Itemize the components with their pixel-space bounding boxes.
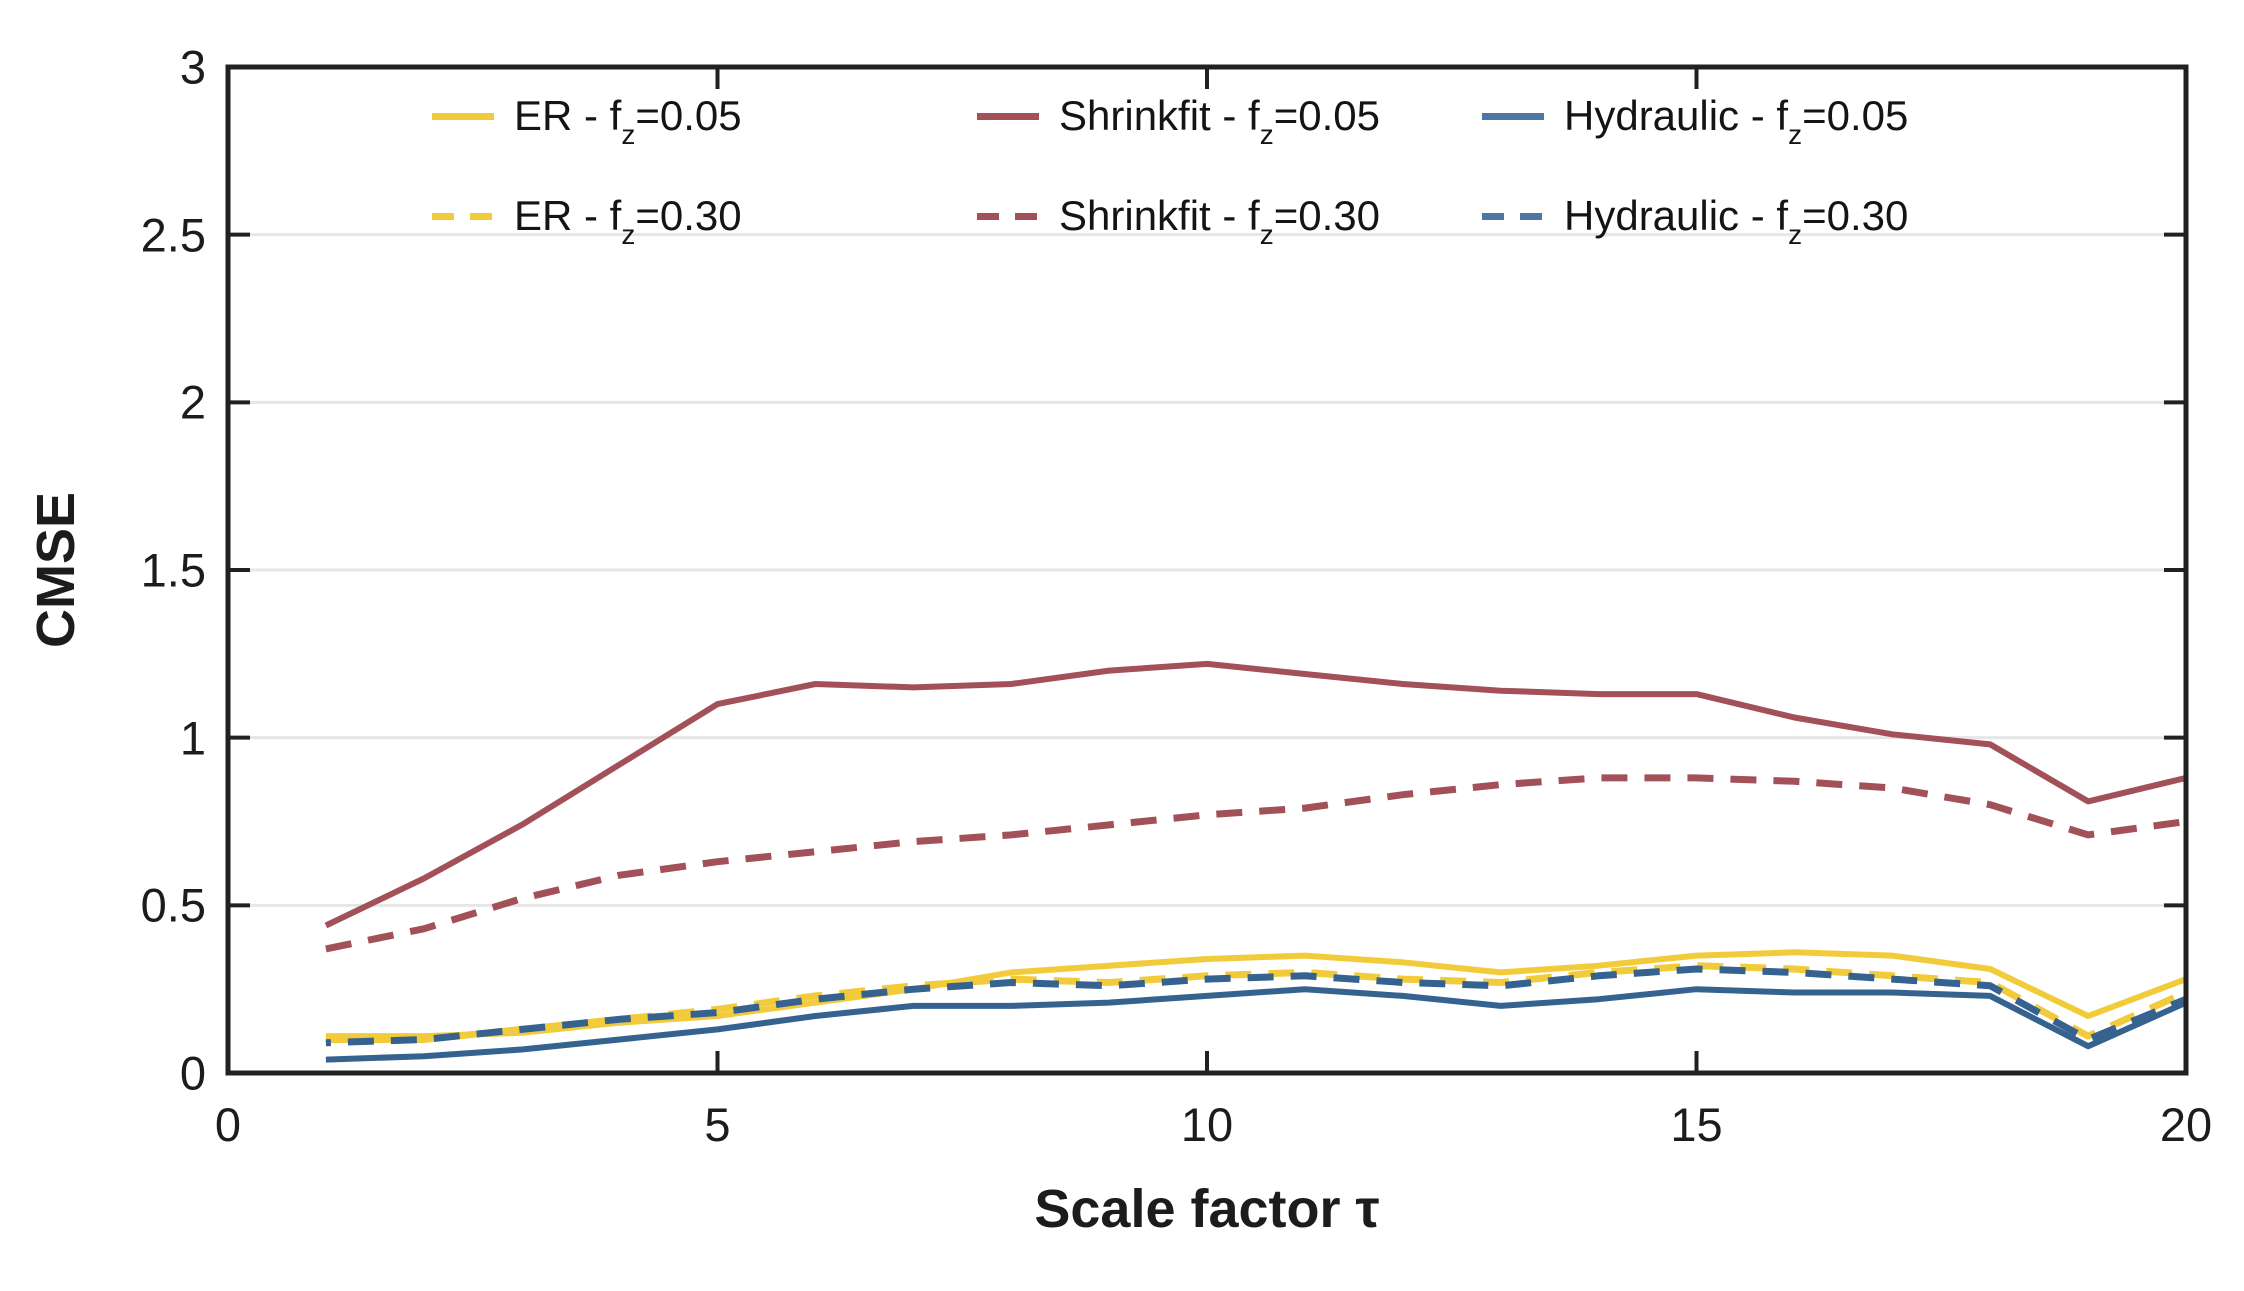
legend-line-sample: [1482, 212, 1544, 220]
legend-label: Shrinkfit - fz=0.30: [1059, 192, 1380, 250]
legend-line-sample: [1482, 112, 1544, 120]
legend-line-sample: [432, 112, 494, 120]
legend-item: Shrinkfit - fz=0.30: [977, 184, 1482, 250]
legend-line-sample: [977, 112, 1039, 120]
y-tick-label: 1.5: [140, 543, 206, 597]
y-tick-label: 2.5: [140, 208, 206, 262]
legend-label: ER - fz=0.30: [514, 192, 742, 250]
legend-line-sample: [977, 212, 1039, 220]
series-line: [325, 962, 2188, 1043]
x-tick-label: 0: [214, 1098, 242, 1151]
legend: ER - fz=0.05 Shrinkfit - fz=0.05 Hydraul…: [432, 84, 2042, 250]
y-tick-label: 1: [179, 711, 206, 765]
series-line: [325, 774, 2187, 953]
x-axis-label: Scale factor τ: [1034, 1179, 1380, 1239]
legend-label: Hydraulic - fz=0.30: [1564, 192, 1909, 250]
y-tick-label: 0: [179, 1046, 206, 1100]
legend-label: Shrinkfit - fz=0.05: [1059, 92, 1380, 150]
x-tick-label: 15: [1670, 1098, 1723, 1151]
x-tick-label: 20: [2159, 1098, 2213, 1151]
series-line: [325, 986, 2188, 1063]
y-axis-label: CMSE: [26, 491, 86, 649]
y-tick-label: 3: [179, 40, 206, 94]
x-tick-label: 10: [1180, 1098, 1234, 1151]
y-tick-label: 2: [179, 375, 206, 429]
legend-item: ER - fz=0.05: [432, 84, 977, 150]
series-line: [324, 660, 2187, 929]
x-tick-label: 5: [704, 1098, 731, 1151]
legend-line-sample: [432, 212, 494, 220]
legend-item: Shrinkfit - fz=0.05: [977, 84, 1482, 150]
legend-item: Hydraulic - fz=0.05: [1482, 84, 2042, 150]
series-line: [325, 965, 2188, 1047]
legend-label: ER - fz=0.05: [514, 92, 742, 150]
series-line: [325, 949, 2188, 1040]
legend-item: Hydraulic - fz=0.30: [1482, 184, 2042, 250]
legend-label: Hydraulic - fz=0.05: [1564, 92, 1909, 150]
legend-item: ER - fz=0.30: [432, 184, 977, 250]
y-tick-label: 0.5: [140, 878, 206, 932]
